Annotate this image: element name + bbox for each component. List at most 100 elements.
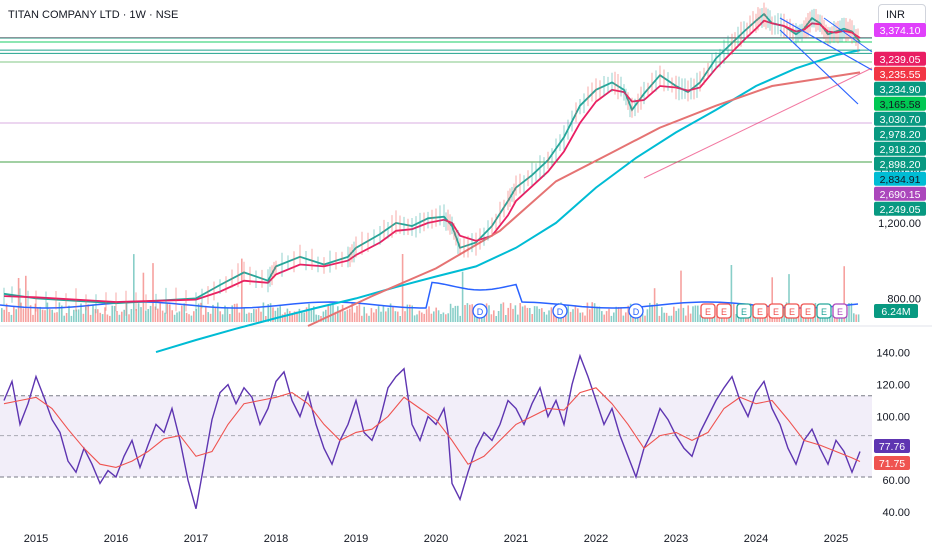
volume-bar (509, 303, 512, 322)
volume-bar (406, 304, 409, 322)
time-tick-label: 2022 (584, 533, 608, 545)
price-candles (3, 2, 859, 316)
volume-bar (483, 314, 485, 322)
volume-bar (493, 310, 495, 322)
volume-bar (142, 272, 145, 322)
volume-bar (389, 303, 392, 322)
volume-bar (397, 311, 399, 322)
volume-bar (788, 274, 790, 322)
volume-bar (15, 309, 17, 322)
volume-bar (452, 307, 454, 322)
volume-bar (505, 315, 507, 322)
volume-bar (490, 314, 493, 322)
volume-bar (435, 307, 437, 322)
price-level-label: 3,030.70 (880, 114, 921, 126)
volume-bar (466, 303, 469, 322)
price-tick-label: 800.00 (887, 293, 921, 305)
volume-bar (145, 310, 147, 322)
volume-bar (385, 311, 387, 322)
volume-bar (536, 306, 538, 322)
volume-bar (677, 308, 680, 322)
volume-bar (248, 312, 250, 322)
earnings-marker (716, 303, 732, 319)
volume-bar (27, 308, 29, 322)
volume-bar (260, 311, 262, 322)
volume-bar (353, 312, 356, 322)
volume-bar (351, 302, 353, 322)
volume-bar (229, 314, 231, 322)
volume-bar (809, 316, 812, 322)
volume-bar (202, 314, 205, 322)
volume-bar (404, 311, 406, 322)
volume-bar (723, 315, 725, 322)
volume-bar (70, 315, 73, 322)
volume-bar (157, 308, 159, 322)
volume-bar (533, 306, 536, 322)
volume-bar (850, 302, 853, 322)
volume-bar (89, 314, 92, 322)
volume-bar (152, 263, 154, 322)
marker-label: E (757, 307, 763, 317)
volume-bar (65, 313, 68, 322)
volume-bar (550, 307, 553, 322)
volume-bar (349, 308, 351, 322)
price-level-label: 2,249.05 (880, 204, 921, 216)
volume-bar (243, 308, 245, 322)
volume-bar (363, 306, 365, 322)
volume-bar (123, 309, 125, 322)
price-level-label: 3,239.05 (880, 54, 921, 66)
volume-bar (20, 302, 22, 322)
volume-bar (370, 308, 373, 322)
volume-bar (603, 314, 605, 322)
volume-bar (613, 312, 615, 322)
volume-bar (178, 311, 181, 322)
price-level-label: 2,834.91 (880, 174, 921, 186)
time-tick-label: 2025 (824, 533, 848, 545)
volume-bar (620, 307, 622, 322)
volume-bar (305, 307, 308, 322)
volume-bar (469, 304, 471, 322)
volume-bar (689, 313, 692, 322)
volume-bar (341, 304, 344, 322)
volume-bar (301, 311, 303, 322)
volume-bar (617, 307, 620, 322)
volume-bar (87, 304, 89, 322)
volume-bar (622, 315, 625, 322)
marker-label: E (837, 307, 843, 317)
volume-bar (339, 310, 341, 322)
marker-label: E (805, 307, 811, 317)
volume-bar (548, 310, 550, 322)
volume-bar (651, 304, 653, 322)
volume-bar (411, 305, 413, 322)
volume-bar (848, 303, 850, 322)
volume-bar (713, 315, 716, 322)
volume-bar (44, 310, 46, 322)
volume-bar (56, 312, 58, 322)
volume-bar (589, 309, 591, 322)
earnings-marker (736, 303, 752, 319)
volume-bar (133, 254, 135, 322)
volume-bar (13, 306, 15, 322)
volume-bar (322, 311, 325, 322)
volume-bar (125, 303, 128, 322)
volume-bar (361, 315, 363, 322)
volume-bar (135, 309, 137, 322)
volume-bar (771, 277, 773, 322)
volume-bar (401, 254, 404, 322)
volume-bar (298, 308, 301, 322)
volume-bar (526, 307, 529, 322)
volume-bar (735, 314, 737, 322)
marker-label: E (741, 307, 747, 317)
price-level-label: 3,234.90 (880, 84, 921, 96)
price-level-label: 3,235.55 (880, 69, 921, 81)
volume-bar (476, 314, 478, 322)
volume-bar (569, 311, 572, 322)
oscillator-value-badge (874, 439, 910, 453)
volume-bar (49, 309, 51, 322)
volume-bar (77, 309, 80, 322)
marker-label: E (821, 307, 827, 317)
volume-bar (687, 305, 689, 322)
price-level-badge (874, 201, 926, 216)
volume-bar (529, 308, 531, 322)
